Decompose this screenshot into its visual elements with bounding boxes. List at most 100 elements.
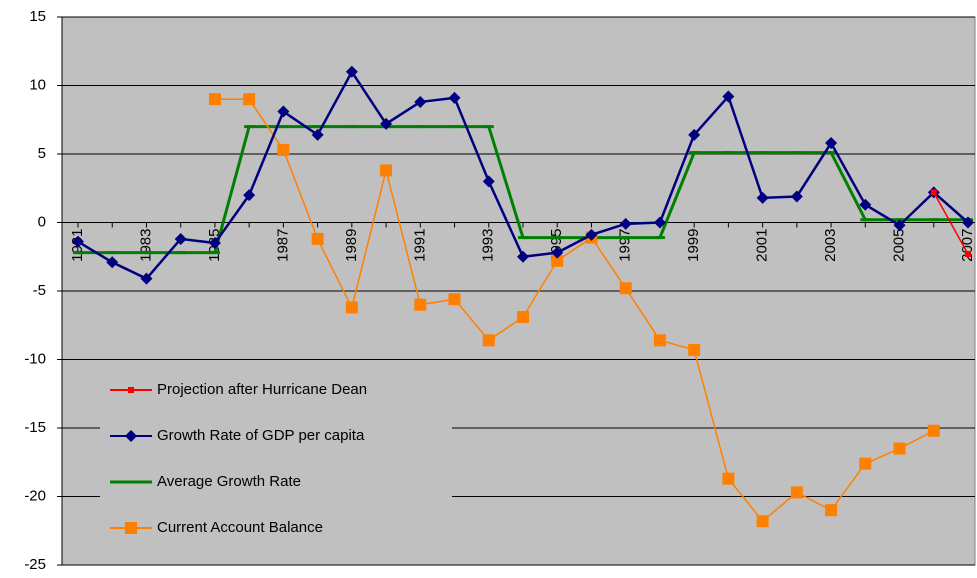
marker bbox=[859, 457, 872, 470]
marker bbox=[654, 236, 665, 240]
marker bbox=[380, 117, 393, 130]
legend-label: Projection after Hurricane Dean bbox=[157, 381, 367, 398]
marker bbox=[688, 128, 701, 141]
marker bbox=[414, 95, 427, 108]
marker bbox=[128, 387, 134, 393]
marker bbox=[346, 125, 357, 129]
y-tick-label: -25 bbox=[24, 556, 46, 573]
legend: Projection after Hurricane Dean Growth Ra… bbox=[100, 365, 452, 545]
marker bbox=[312, 125, 323, 129]
marker bbox=[689, 151, 700, 155]
x-tick-label: 1989 bbox=[343, 229, 360, 262]
marker bbox=[208, 93, 221, 106]
marker bbox=[141, 251, 152, 255]
y-tick-label: 10 bbox=[29, 76, 46, 93]
marker bbox=[483, 125, 494, 129]
y-tick-label: 0 bbox=[38, 213, 46, 230]
marker bbox=[345, 301, 358, 314]
y-tick-label: -5 bbox=[33, 282, 46, 299]
marker bbox=[552, 236, 563, 240]
y-tick-label: -20 bbox=[24, 487, 46, 504]
marker bbox=[653, 216, 666, 229]
x-tick-label: 1999 bbox=[685, 229, 702, 262]
marker bbox=[244, 125, 255, 129]
marker bbox=[243, 189, 256, 202]
marker bbox=[449, 125, 460, 129]
marker bbox=[930, 189, 937, 196]
marker bbox=[175, 251, 186, 255]
marker bbox=[756, 515, 769, 528]
marker bbox=[826, 151, 837, 155]
x-tick-label: 1997 bbox=[617, 229, 634, 262]
legend-label: Current Account Balance bbox=[157, 519, 323, 536]
legend-box bbox=[100, 365, 452, 545]
marker bbox=[620, 236, 631, 240]
marker bbox=[311, 128, 324, 141]
x-tick-label: 1983 bbox=[137, 229, 154, 262]
marker bbox=[243, 93, 256, 106]
x-tick-label: 1993 bbox=[480, 229, 497, 262]
marker bbox=[688, 343, 701, 356]
marker bbox=[125, 430, 137, 442]
marker bbox=[860, 218, 871, 222]
marker bbox=[722, 472, 735, 485]
marker bbox=[619, 217, 632, 230]
marker bbox=[415, 125, 426, 129]
marker bbox=[653, 334, 666, 347]
marker bbox=[962, 216, 974, 229]
marker bbox=[722, 90, 735, 103]
marker bbox=[928, 218, 939, 222]
marker bbox=[790, 190, 803, 203]
marker bbox=[518, 236, 528, 240]
marker bbox=[125, 522, 137, 534]
marker bbox=[893, 442, 906, 455]
y-tick-label: 5 bbox=[38, 145, 46, 162]
y-tick-label: 15 bbox=[29, 8, 46, 25]
marker bbox=[517, 311, 529, 324]
x-tick-label: 1987 bbox=[274, 229, 291, 262]
marker bbox=[757, 151, 768, 155]
y-tick-label: -10 bbox=[24, 350, 46, 367]
marker bbox=[73, 251, 83, 255]
series-line bbox=[214, 98, 935, 523]
marker bbox=[482, 175, 495, 188]
x-tick-label: 1991 bbox=[411, 229, 428, 262]
marker bbox=[209, 251, 220, 255]
x-tick-label: 2003 bbox=[822, 229, 839, 262]
marker bbox=[551, 254, 564, 267]
marker bbox=[278, 125, 289, 129]
marker bbox=[414, 298, 427, 311]
marker bbox=[551, 246, 564, 259]
legend-label: Growth Rate of GDP per capita bbox=[157, 427, 365, 444]
marker bbox=[790, 486, 803, 499]
marker bbox=[723, 151, 734, 155]
marker bbox=[126, 480, 136, 484]
marker bbox=[448, 91, 461, 104]
marker bbox=[345, 65, 358, 78]
marker bbox=[277, 143, 290, 156]
marker bbox=[791, 151, 802, 155]
marker bbox=[311, 232, 324, 245]
marker bbox=[140, 272, 153, 285]
marker bbox=[619, 282, 632, 295]
marker bbox=[72, 235, 84, 248]
series-line bbox=[933, 191, 969, 255]
marker bbox=[277, 105, 290, 118]
marker bbox=[174, 232, 187, 245]
marker bbox=[107, 251, 118, 255]
legend-label: Average Growth Rate bbox=[157, 473, 301, 490]
marker bbox=[965, 251, 971, 258]
marker bbox=[756, 191, 769, 204]
x-tick-label: 2001 bbox=[754, 229, 771, 262]
marker bbox=[825, 504, 838, 517]
marker bbox=[859, 198, 872, 211]
marker bbox=[208, 237, 221, 250]
marker bbox=[106, 256, 119, 269]
marker bbox=[482, 334, 495, 347]
marker bbox=[380, 164, 393, 177]
x-tick-label: 2007 bbox=[959, 229, 976, 262]
x-tick-label: 2005 bbox=[891, 229, 908, 262]
y-tick-label: -15 bbox=[24, 419, 46, 436]
marker bbox=[893, 219, 906, 232]
marker bbox=[927, 424, 940, 437]
